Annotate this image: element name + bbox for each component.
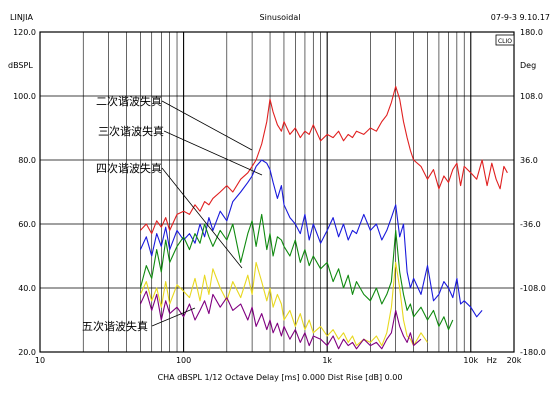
annotation-label: 三次谐波失真 [98,124,164,138]
x-tick-label: 10 [35,356,45,365]
annotation-leader [161,167,243,269]
series-layer [139,85,508,350]
annotation-leader [163,130,263,176]
y2-tick-label: 108.0 [520,92,543,101]
y-tick-label: 60.0 [18,220,36,229]
y2-tick-label: 36.0 [520,156,538,165]
y-tick-label: 80.0 [18,156,36,165]
x-tick-label: 100 [176,356,191,365]
header-center: Sinusoidal [260,13,301,22]
annotation-label: 五次谐波失真 [82,319,148,333]
annotation-leader [161,100,253,151]
y-tick-label: 40.0 [18,284,36,293]
y-tick-label: 20.0 [18,348,36,357]
clio-badge-label: CLIO [498,38,512,45]
annotation-label: 二次谐波失真 [96,94,162,108]
series-line-3 [139,159,483,318]
y2-axis-label: Deg [520,61,536,70]
y-tick-label: 120.0 [13,28,36,37]
series-line-2 [139,85,508,235]
y-axis-left: 20.0 40.0 60.0 80.0 100.0 120.0 [13,28,36,357]
footer-text: CHA dBSPL 1/12 Octave Delay [ms] 0.000 D… [158,373,403,382]
series-line-5 [139,261,428,347]
header-right: 07-9-3 9.10.17 [491,13,550,22]
plot-frame [39,31,515,353]
x-axis: 10 100 1k 10k 20k Hz [35,356,522,365]
annotation-leader [151,307,196,327]
y2-tick-label: -180.0 [520,348,546,357]
series-line-6 [139,290,422,350]
y2-tick-label: -36.0 [520,220,541,229]
x-tick-label: 20k [507,356,522,365]
y2-tick-label: 180.0 [520,28,543,37]
series-line-4 [139,213,454,331]
x-tick-label: 1k [322,356,332,365]
y-axis-right: -180.0 -108.0 -36.0 36.0 108.0 180.0 [520,28,546,357]
y-axis-label: dBSPL [8,61,33,70]
x-tick-label: 10k [463,356,478,365]
annotation-label: 四次谐波失真 [96,161,162,175]
clio-badge: CLIO [495,34,515,46]
header-left: LINJIA [10,13,34,22]
y2-tick-label: -108.0 [520,284,546,293]
grid [40,32,514,352]
y-tick-label: 100.0 [13,92,36,101]
x-unit-label: Hz [487,356,497,365]
